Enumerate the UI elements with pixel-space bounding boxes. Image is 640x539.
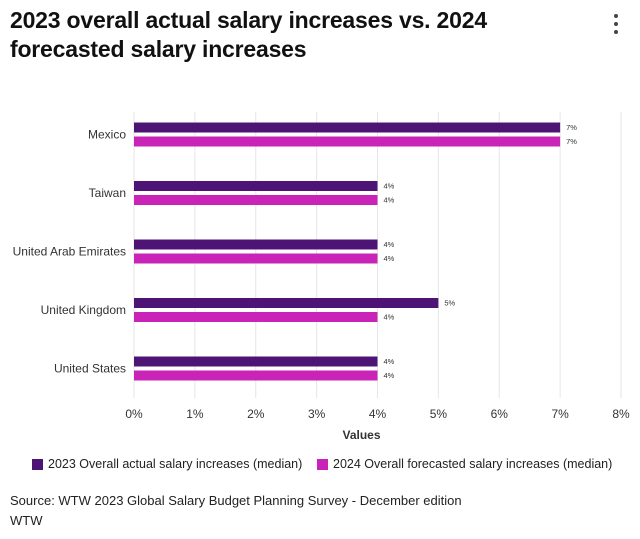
bar-chart: 0% 1% 2% 3% 4% 5% 6% 7% 8% Values Mexico 7% 7% Taiwan… [13, 112, 630, 442]
x-tick-label: 4% [369, 407, 387, 421]
bar-2023 [134, 122, 561, 133]
data-label: 4% [384, 357, 395, 366]
legend-swatch-2023 [32, 458, 43, 470]
bar-2024 [134, 136, 561, 147]
bar-2023 [134, 239, 378, 250]
y-category-label: United Kingdom [41, 303, 126, 317]
bar-2023 [134, 356, 378, 367]
y-category-label: Mexico [88, 128, 126, 142]
x-axis-title: Values [342, 428, 380, 442]
data-label: 7% [566, 123, 577, 132]
x-tick-label: 3% [308, 407, 326, 421]
legend-label-2024: 2024 Overall forecasted salary increases… [333, 457, 613, 471]
x-tick-label: 0% [125, 407, 143, 421]
data-label: 4% [384, 313, 395, 322]
data-label: 4% [384, 371, 395, 380]
bar-2023 [134, 181, 378, 191]
source-note: Source: WTW 2023 Global Salary Budget Pl… [10, 491, 462, 531]
x-tick-label: 6% [491, 407, 509, 421]
bar-2024 [134, 195, 378, 205]
more-options-icon[interactable] [608, 12, 624, 36]
data-label: 7% [566, 137, 577, 146]
bar-2023 [134, 298, 439, 308]
y-category-label: United Arab Emirates [13, 245, 126, 259]
legend-swatch-2024 [317, 458, 328, 470]
bar-2024 [134, 370, 378, 381]
bar-2024 [134, 253, 378, 264]
data-label: 4% [384, 254, 395, 263]
source-text: Source: WTW 2023 Global Salary Budget Pl… [10, 493, 462, 508]
source-credit: WTW [10, 513, 43, 528]
legend: 2023 Overall actual salary increases (me… [32, 457, 632, 475]
y-category-label: United States [54, 362, 126, 376]
x-tick-label: 2% [247, 407, 265, 421]
data-label: 5% [444, 299, 455, 308]
y-category-label: Taiwan [89, 186, 126, 200]
data-label: 4% [384, 196, 395, 205]
x-tick-label: 8% [612, 407, 630, 421]
legend-item-2024[interactable]: 2024 Overall forecasted salary increases… [317, 457, 612, 471]
data-label: 4% [384, 182, 395, 191]
bar-2024 [134, 312, 378, 322]
x-tick-label: 5% [430, 407, 448, 421]
chart-title: 2023 overall actual salary increases vs.… [10, 7, 487, 62]
legend-item-2023[interactable]: 2023 Overall actual salary increases (me… [32, 457, 302, 471]
legend-label-2023: 2023 Overall actual salary increases (me… [48, 457, 303, 471]
x-tick-label: 1% [186, 407, 204, 421]
x-tick-label: 7% [551, 407, 569, 421]
data-label: 4% [384, 240, 395, 249]
